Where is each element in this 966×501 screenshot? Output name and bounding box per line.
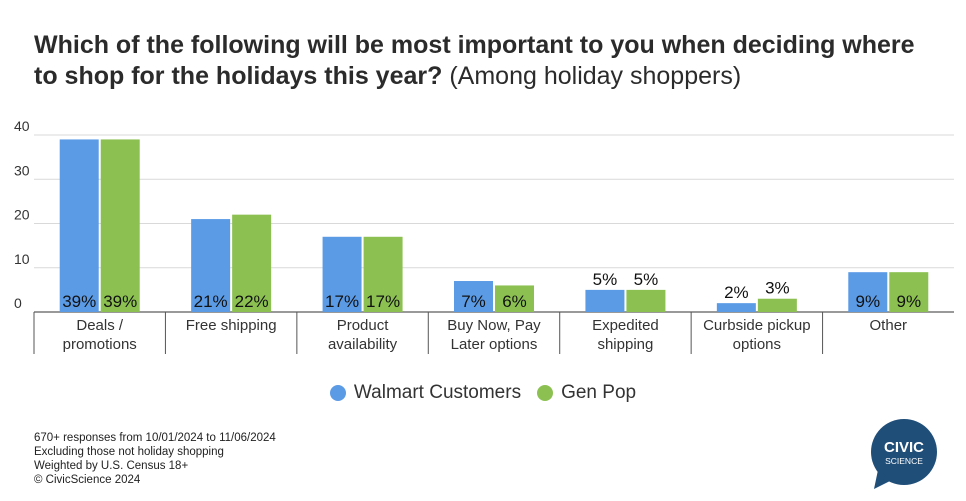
- data-label: 39%: [62, 292, 96, 311]
- y-tick-label: 40: [14, 118, 30, 134]
- chart-title-subtitle: (Among holiday shoppers): [449, 62, 742, 90]
- legend-swatch-walmart: [329, 385, 346, 401]
- bar-walmart: [585, 289, 625, 312]
- data-label: 3%: [765, 279, 790, 298]
- footnote-line: Weighted by U.S. Census 18+: [34, 460, 189, 472]
- chart-title-main: Which of the following will be most impo…: [34, 31, 915, 90]
- data-label: 17%: [366, 292, 400, 311]
- chart-title: Which of the following will be most impo…: [34, 30, 934, 92]
- x-tick-label: Curbside pickup: [703, 317, 811, 334]
- footnote-line: 670+ responses from 10/01/2024 to 11/06/…: [34, 432, 276, 444]
- data-label: 9%: [855, 292, 880, 311]
- data-label: 6%: [502, 292, 527, 311]
- footnote-line: © CivicScience 2024: [34, 474, 141, 486]
- x-tick-label: Later options: [451, 336, 538, 353]
- data-label: 5%: [593, 270, 618, 289]
- bar-genpop: [232, 214, 272, 312]
- bar-walmart: [322, 236, 362, 312]
- x-tick-label: Expedited: [592, 317, 659, 334]
- bar-genpop: [889, 272, 929, 312]
- legend-swatch-genpop: [537, 385, 554, 401]
- legend-label-walmart: Walmart Customers: [353, 382, 522, 403]
- x-tick-label: Other: [870, 317, 908, 334]
- bar-walmart: [454, 281, 493, 312]
- svg-text:SCIENCE: SCIENCE: [885, 456, 923, 466]
- x-tick-label: Buy Now, Pay: [447, 317, 541, 334]
- civicscience-logo: CIVIC SCIENCE: [871, 419, 937, 489]
- legend-item-walmart: Walmart Customers: [329, 382, 522, 404]
- data-label: 2%: [724, 283, 749, 302]
- x-tick-label: Deals /: [76, 317, 124, 334]
- svg-text:CIVIC: CIVIC: [884, 439, 924, 456]
- legend-item-genpop: Gen Pop: [537, 382, 636, 404]
- data-label: 7%: [461, 292, 486, 311]
- x-tick-label: availability: [328, 336, 398, 353]
- bar-genpop: [100, 139, 140, 312]
- bar-genpop: [363, 236, 403, 312]
- data-label: 21%: [194, 292, 228, 311]
- data-label: 9%: [896, 292, 921, 311]
- bar-walmart: [59, 139, 99, 312]
- chart-legend: Walmart Customers Gen Pop: [0, 382, 966, 404]
- x-tick-label: options: [733, 336, 781, 353]
- bar-walmart: [848, 272, 888, 312]
- bar-walmart: [191, 219, 231, 312]
- y-tick-label: 20: [14, 207, 30, 223]
- data-label: 39%: [103, 292, 137, 311]
- bar-walmart: [716, 303, 756, 312]
- x-tick-label: promotions: [63, 336, 137, 353]
- y-tick-label: 0: [14, 295, 22, 311]
- data-label: 17%: [325, 292, 359, 311]
- y-tick-label: 30: [14, 162, 30, 178]
- footnote: 670+ responses from 10/01/2024 to 11/06/…: [34, 431, 276, 487]
- bar-genpop: [626, 289, 666, 312]
- x-tick-label: Product: [337, 317, 390, 334]
- footnote-line: Excluding those not holiday shopping: [34, 446, 224, 458]
- bar-genpop: [495, 285, 534, 312]
- x-tick-label: shipping: [597, 336, 653, 353]
- data-label: 5%: [634, 270, 659, 289]
- bar-genpop: [757, 298, 797, 312]
- legend-label-genpop: Gen Pop: [561, 382, 637, 403]
- x-tick-label: Free shipping: [186, 317, 277, 334]
- data-label: 22%: [235, 292, 269, 311]
- bar-chart: 0 10 20 30 40 39% 39% Deals / promotions 21% 22% Fr…: [14, 118, 954, 354]
- y-tick-label: 10: [14, 251, 30, 267]
